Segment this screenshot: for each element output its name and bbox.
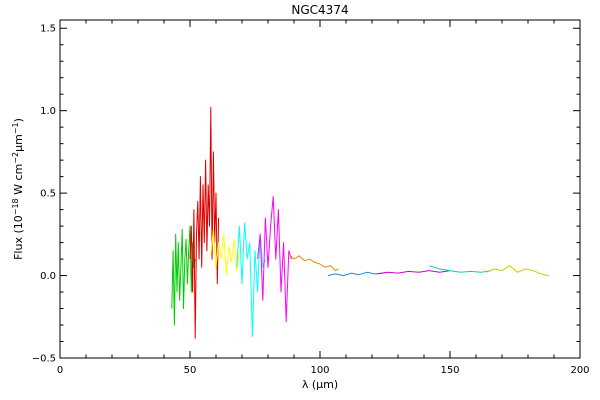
series-group (171, 106, 549, 339)
series-line-6 (288, 253, 339, 272)
plot-frame (59, 19, 581, 359)
y-axis-label: Flux (10−18 W cm−2μm−1) (11, 118, 26, 260)
series-line-7 (327, 271, 383, 277)
series-line-2 (189, 106, 220, 339)
y-label-suffix: ) (12, 118, 25, 122)
x-tick-label: 200 (570, 365, 589, 376)
y-label-prefix: Flux (10 (12, 215, 25, 260)
series-line-10 (486, 265, 549, 277)
y-label-exp2: −2 (11, 152, 20, 164)
x-tick-label: 50 (184, 365, 197, 376)
axis-ticks: 0 50 100 150 200 −0.5 0.0 0.5 1.0 1.5 (32, 20, 590, 376)
series-line-8 (377, 270, 451, 275)
y-tick-label: 0.0 (40, 271, 56, 282)
series-line-1 (171, 225, 196, 326)
y-label-exp3: −1 (11, 122, 20, 134)
series-line-5 (257, 195, 292, 323)
series-line-9 (429, 265, 492, 273)
y-tick-label: 1.5 (40, 24, 56, 35)
chart-title: NGC4374 (291, 3, 348, 17)
x-tick-label: 0 (57, 365, 63, 376)
y-tick-label: −0.5 (32, 354, 56, 365)
y-label-mid1: W cm (12, 164, 25, 199)
x-tick-label: 100 (310, 365, 329, 376)
series-line-4 (236, 222, 266, 338)
y-label-exp1: −18 (11, 198, 20, 215)
x-axis-label: λ (μm) (302, 378, 338, 391)
x-tick-label: 150 (440, 365, 459, 376)
y-tick-label: 0.5 (40, 189, 56, 200)
series-line-3 (210, 228, 240, 277)
y-label-mid2: μm (12, 134, 25, 152)
y-tick-label: 1.0 (40, 106, 56, 117)
